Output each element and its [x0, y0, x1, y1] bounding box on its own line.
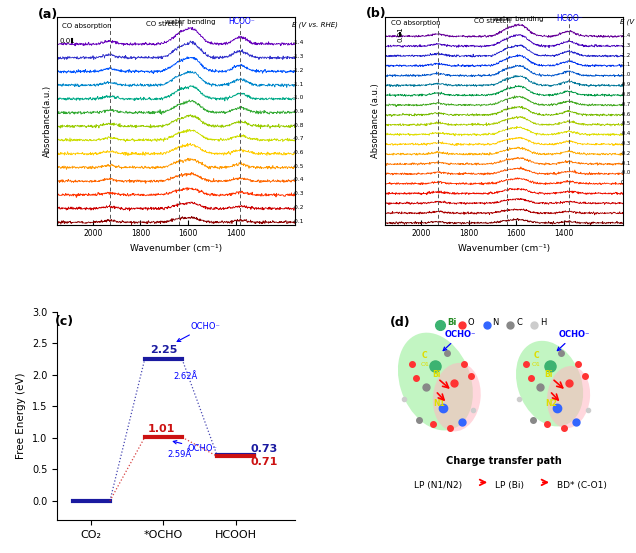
Text: -0.1: -0.1: [293, 218, 304, 223]
Text: (b): (b): [366, 7, 387, 20]
X-axis label: Wavenumber (cm⁻¹): Wavenumber (cm⁻¹): [459, 244, 550, 253]
Text: -1.4: -1.4: [293, 40, 304, 45]
Text: -0.3: -0.3: [621, 141, 631, 146]
Text: -0.0: -0.0: [621, 170, 631, 175]
Text: LP (N1/N2): LP (N1/N2): [414, 481, 462, 489]
Text: -0.5: -0.5: [293, 164, 304, 169]
Text: -1.0: -1.0: [293, 95, 304, 100]
Ellipse shape: [516, 341, 583, 426]
Ellipse shape: [547, 366, 590, 428]
Ellipse shape: [398, 333, 473, 430]
Text: -0.3: -0.3: [293, 191, 304, 196]
Text: Bi: Bi: [544, 371, 553, 379]
Text: 0: 0: [621, 180, 625, 185]
Text: -1.3: -1.3: [293, 54, 304, 59]
Text: -1.0: -1.0: [621, 72, 631, 77]
Text: water bending: water bending: [494, 17, 544, 22]
Text: C: C: [534, 351, 539, 359]
Text: -1.1: -1.1: [293, 81, 304, 86]
Ellipse shape: [433, 363, 481, 431]
Text: HCOO⁻: HCOO⁻: [228, 17, 255, 26]
Text: 2.59Å: 2.59Å: [168, 451, 192, 460]
Text: -0.1: -0.1: [621, 160, 631, 166]
Text: O1: O1: [532, 362, 541, 367]
Text: C: C: [422, 351, 427, 359]
Text: CO absorption: CO absorption: [62, 23, 112, 29]
Y-axis label: Free Energy (eV): Free Energy (eV): [17, 373, 27, 459]
Y-axis label: Absorbance (a.u.): Absorbance (a.u.): [371, 83, 380, 158]
Text: -0.5: -0.5: [621, 121, 631, 126]
Text: 2.25: 2.25: [149, 346, 177, 356]
Text: (a): (a): [38, 8, 59, 21]
Text: -0.9: -0.9: [621, 82, 631, 87]
Text: -0.8: -0.8: [293, 123, 304, 128]
Text: HCOO⁻: HCOO⁻: [556, 14, 583, 23]
Text: -0.9: -0.9: [293, 109, 304, 114]
Text: (c): (c): [55, 315, 74, 328]
Y-axis label: Absorbance(a.u.): Absorbance(a.u.): [43, 85, 52, 156]
Text: CO stretch: CO stretch: [146, 21, 183, 27]
Text: 0.73: 0.73: [251, 444, 278, 454]
X-axis label: Wavenumber (cm⁻¹): Wavenumber (cm⁻¹): [130, 244, 222, 253]
Text: N2: N2: [545, 399, 556, 409]
Text: -0.4: -0.4: [293, 178, 304, 182]
Text: -0.7: -0.7: [621, 102, 631, 107]
Text: 0.01: 0.01: [59, 38, 75, 44]
Text: -1.2: -1.2: [293, 68, 304, 73]
Text: (d): (d): [391, 316, 411, 329]
Text: -0.6: -0.6: [293, 150, 304, 155]
Text: -0.2: -0.2: [621, 151, 631, 156]
Text: OCHO⁻: OCHO⁻: [557, 330, 590, 351]
Text: O1: O1: [420, 362, 429, 367]
Text: water bending: water bending: [165, 19, 216, 24]
Text: OCHO⁻: OCHO⁻: [443, 330, 476, 351]
Text: -0.4: -0.4: [621, 131, 631, 136]
Text: 0.71: 0.71: [251, 457, 279, 467]
Text: -0.7: -0.7: [293, 137, 304, 142]
Text: Charge transfer path: Charge transfer path: [446, 456, 562, 466]
Text: E (V vs. RHE): E (V vs. RHE): [291, 22, 337, 28]
Text: N1: N1: [433, 399, 445, 409]
Text: BD* (C-O1): BD* (C-O1): [556, 481, 607, 489]
Text: Bi: Bi: [432, 371, 441, 379]
Text: -0.2: -0.2: [293, 205, 304, 210]
Text: H: H: [540, 318, 546, 327]
Text: O: O: [467, 318, 474, 327]
Text: -0.8: -0.8: [621, 92, 631, 97]
Text: 0.01: 0.01: [398, 26, 403, 41]
Text: E (V vs. RHE): E (V vs. RHE): [619, 18, 636, 25]
Text: -1.4: -1.4: [621, 33, 631, 38]
Text: 1.01: 1.01: [148, 424, 176, 434]
Text: -1.3: -1.3: [621, 43, 631, 48]
Text: OCHO⁻: OCHO⁻: [173, 441, 217, 453]
Text: LP (Bi): LP (Bi): [495, 481, 524, 489]
Text: -0.6: -0.6: [621, 112, 631, 117]
Text: CO stretch: CO stretch: [474, 18, 511, 24]
Text: CO absorption: CO absorption: [391, 19, 440, 25]
Text: 2.62Å: 2.62Å: [174, 372, 198, 382]
Text: Bi: Bi: [447, 318, 457, 327]
Text: -1.1: -1.1: [621, 62, 631, 67]
Text: -1.2: -1.2: [621, 53, 631, 58]
Text: OCHO⁻: OCHO⁻: [177, 322, 221, 342]
Text: C: C: [516, 318, 522, 327]
Text: N: N: [492, 318, 499, 327]
